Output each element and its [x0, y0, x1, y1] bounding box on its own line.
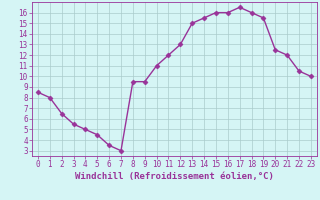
X-axis label: Windchill (Refroidissement éolien,°C): Windchill (Refroidissement éolien,°C) — [75, 172, 274, 181]
